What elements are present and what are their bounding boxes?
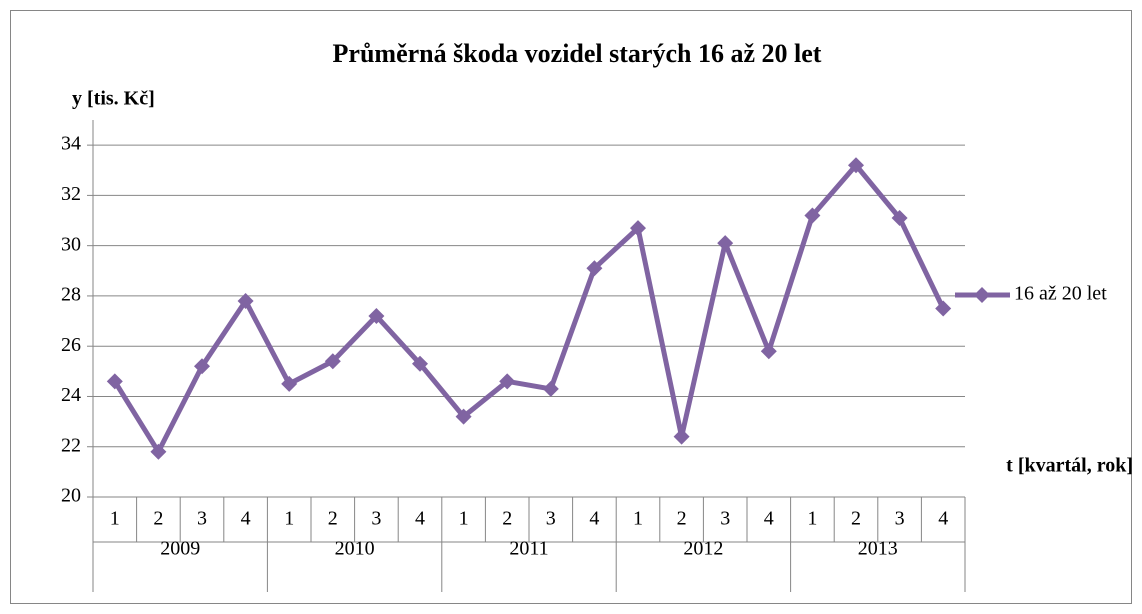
marker	[281, 375, 298, 392]
x-tick-label: 1	[459, 508, 469, 530]
marker	[804, 207, 821, 224]
x-tick-label: 4	[241, 508, 251, 530]
marker	[630, 220, 646, 237]
x-tick-label: 4	[938, 508, 948, 530]
marker	[237, 292, 254, 309]
marker	[324, 353, 341, 370]
marker	[542, 380, 559, 397]
x-tick-label: 3	[546, 508, 556, 530]
x-tick-label: 2	[502, 508, 512, 530]
y-tick-label: 34	[61, 133, 81, 155]
x-tick-label: 2	[328, 508, 338, 530]
chart-border	[10, 10, 1132, 604]
y-tick-label: 20	[61, 485, 81, 507]
marker	[499, 373, 516, 390]
x-tick-label: 1	[633, 508, 643, 530]
x-group-label: 2012	[683, 538, 723, 560]
x-tick-label: 3	[197, 508, 207, 530]
marker	[412, 355, 428, 372]
marker	[717, 235, 734, 252]
x-tick-label: 2	[851, 508, 861, 530]
y-tick-label: 26	[61, 334, 81, 356]
x-tick-label: 4	[415, 508, 425, 530]
x-tick-label: 4	[764, 508, 774, 530]
marker	[935, 300, 952, 317]
marker	[455, 408, 472, 425]
x-tick-label: 2	[677, 508, 687, 530]
x-tick-label: 1	[284, 508, 294, 530]
marker	[150, 443, 167, 460]
x-group-label: 2010	[335, 538, 375, 560]
x-tick-label: 1	[807, 508, 817, 530]
legend-marker	[974, 287, 990, 303]
x-group-label: 2011	[509, 538, 548, 560]
x-tick-label: 2	[153, 508, 163, 530]
line	[112, 162, 946, 455]
y-tick-label: 22	[61, 434, 81, 456]
y-tick-label: 24	[61, 384, 81, 406]
x-group-label: 2009	[160, 538, 200, 560]
x-group-label: 2013	[858, 538, 898, 560]
marker	[673, 428, 690, 445]
x-tick-label: 1	[110, 508, 120, 530]
x-tick-label: 4	[589, 508, 599, 530]
legend-label: 16 až 20 let	[1014, 283, 1107, 305]
y-axis-label: y [tis. Kč]	[72, 88, 155, 110]
y-tick-label: 28	[61, 284, 81, 306]
x-tick-label: 3	[720, 508, 730, 530]
marker	[106, 373, 123, 390]
x-tick-label: 3	[895, 508, 905, 530]
marker	[194, 358, 210, 375]
marker	[586, 260, 603, 277]
x-tick-label: 3	[371, 508, 381, 530]
chart-title: Průměrná škoda vozidel starých 16 až 20 …	[333, 39, 822, 68]
marker	[891, 210, 908, 227]
marker	[848, 157, 864, 174]
marker	[368, 308, 385, 325]
x-axis-label: t [kvartál, rok]	[1006, 455, 1133, 477]
y-tick-label: 30	[61, 233, 81, 255]
marker	[760, 343, 777, 360]
y-tick-label: 32	[61, 183, 81, 205]
